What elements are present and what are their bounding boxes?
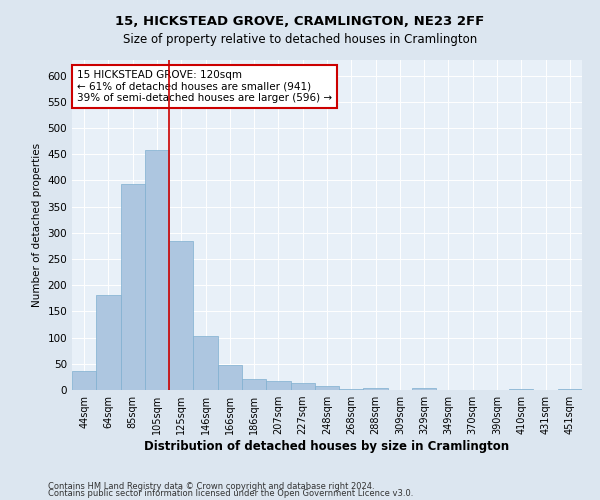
- Bar: [315, 386, 339, 390]
- Bar: [509, 389, 533, 390]
- X-axis label: Distribution of detached houses by size in Cramlington: Distribution of detached houses by size …: [145, 440, 509, 453]
- Bar: [169, 241, 193, 390]
- Text: Size of property relative to detached houses in Cramlington: Size of property relative to detached ho…: [123, 32, 477, 46]
- Y-axis label: Number of detached properties: Number of detached properties: [32, 143, 42, 307]
- Text: Contains HM Land Registry data © Crown copyright and database right 2024.: Contains HM Land Registry data © Crown c…: [48, 482, 374, 491]
- Bar: [266, 380, 290, 390]
- Bar: [193, 336, 218, 390]
- Text: 15, HICKSTEAD GROVE, CRAMLINGTON, NE23 2FF: 15, HICKSTEAD GROVE, CRAMLINGTON, NE23 2…: [115, 15, 485, 28]
- Bar: [290, 383, 315, 390]
- Bar: [412, 388, 436, 390]
- Bar: [218, 365, 242, 390]
- Text: Contains public sector information licensed under the Open Government Licence v3: Contains public sector information licen…: [48, 489, 413, 498]
- Bar: [72, 370, 96, 390]
- Bar: [121, 184, 145, 390]
- Bar: [145, 150, 169, 390]
- Bar: [364, 388, 388, 390]
- Bar: [96, 294, 121, 390]
- Text: 15 HICKSTEAD GROVE: 120sqm
← 61% of detached houses are smaller (941)
39% of sem: 15 HICKSTEAD GROVE: 120sqm ← 61% of deta…: [77, 70, 332, 103]
- Bar: [242, 379, 266, 390]
